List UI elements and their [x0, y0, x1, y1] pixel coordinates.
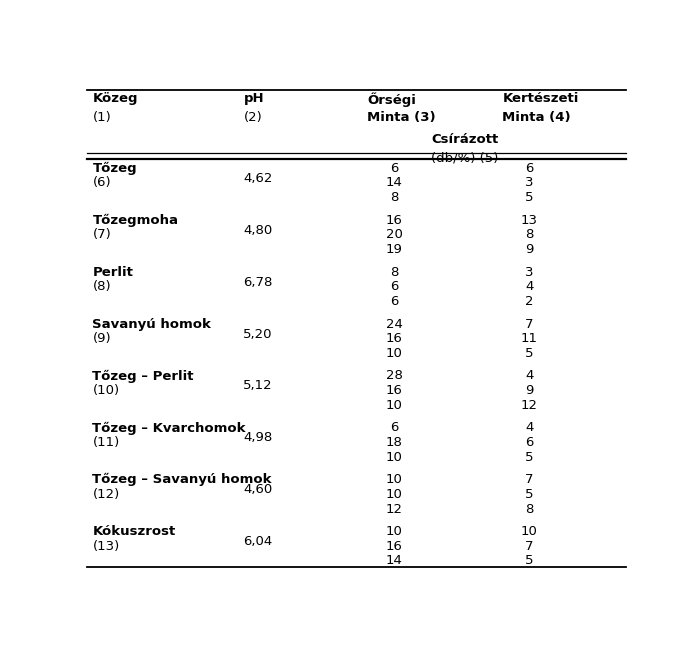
Text: 9: 9	[525, 384, 534, 397]
Text: 8: 8	[525, 502, 534, 515]
Text: 4: 4	[525, 281, 534, 293]
Text: Perlit: Perlit	[93, 266, 133, 279]
Text: 4,62: 4,62	[244, 172, 273, 184]
Text: 4: 4	[525, 370, 534, 382]
Text: (db/%) (5): (db/%) (5)	[431, 152, 498, 165]
Text: Tőzeg – Savanyú homok: Tőzeg – Savanyú homok	[93, 473, 272, 486]
Text: 5,20: 5,20	[244, 328, 273, 341]
Text: 3: 3	[525, 177, 534, 190]
Text: 6: 6	[525, 162, 534, 175]
Text: (10): (10)	[93, 384, 120, 397]
Text: 4,98: 4,98	[244, 432, 273, 444]
Text: 10: 10	[386, 451, 403, 464]
Text: Őrségi: Őrségi	[367, 92, 416, 107]
Text: 16: 16	[386, 540, 403, 553]
Text: 11: 11	[521, 332, 538, 345]
Text: 10: 10	[386, 473, 403, 486]
Text: 5: 5	[525, 488, 534, 501]
Text: 13: 13	[521, 213, 538, 227]
Text: 5,12: 5,12	[244, 379, 273, 392]
Text: 19: 19	[386, 243, 403, 256]
Text: 6: 6	[390, 281, 399, 293]
Text: 16: 16	[386, 332, 403, 345]
Text: Kókuszrost: Kókuszrost	[93, 525, 175, 538]
Text: 6,78: 6,78	[244, 275, 273, 288]
Text: 4,60: 4,60	[244, 483, 273, 496]
Text: 7: 7	[525, 473, 534, 486]
Text: 16: 16	[386, 384, 403, 397]
Text: 8: 8	[390, 266, 399, 279]
Text: 2: 2	[525, 295, 534, 308]
Text: 10: 10	[386, 488, 403, 501]
Text: (6): (6)	[93, 177, 111, 190]
Text: 14: 14	[386, 555, 403, 568]
Text: 10: 10	[521, 525, 538, 538]
Text: 5: 5	[525, 555, 534, 568]
Text: Tőzeg – Kvarchomok: Tőzeg – Kvarchomok	[93, 421, 246, 435]
Text: Minta (4): Minta (4)	[503, 111, 571, 124]
Text: 6: 6	[390, 162, 399, 175]
Text: 6: 6	[390, 295, 399, 308]
Text: 6,04: 6,04	[244, 535, 273, 548]
Text: 10: 10	[386, 525, 403, 538]
Text: 8: 8	[390, 191, 399, 204]
Text: Savanyú homok: Savanyú homok	[93, 317, 212, 331]
Text: 16: 16	[386, 213, 403, 227]
Text: 3: 3	[525, 266, 534, 279]
Text: 10: 10	[386, 347, 403, 360]
Text: 5: 5	[525, 191, 534, 204]
Text: 28: 28	[386, 370, 403, 382]
Text: 24: 24	[386, 317, 403, 331]
Text: 12: 12	[386, 502, 403, 515]
Text: (1): (1)	[93, 111, 111, 124]
Text: 8: 8	[525, 228, 534, 241]
Text: Közeg: Közeg	[93, 92, 138, 105]
Text: Tőzeg – Perlit: Tőzeg – Perlit	[93, 370, 194, 382]
Text: (7): (7)	[93, 228, 111, 241]
Text: (9): (9)	[93, 332, 111, 345]
Text: 5: 5	[525, 347, 534, 360]
Text: 10: 10	[386, 399, 403, 412]
Text: 7: 7	[525, 317, 534, 331]
Text: 7: 7	[525, 540, 534, 553]
Text: pH: pH	[244, 92, 264, 105]
Text: (8): (8)	[93, 281, 111, 293]
Text: (12): (12)	[93, 488, 120, 501]
Text: 9: 9	[525, 243, 534, 256]
Text: Csírázott: Csírázott	[431, 133, 498, 146]
Text: 18: 18	[386, 436, 403, 449]
Text: 4: 4	[525, 421, 534, 434]
Text: 12: 12	[521, 399, 538, 412]
Text: Tőzeg: Tőzeg	[93, 162, 137, 175]
Text: 20: 20	[386, 228, 403, 241]
Text: (2): (2)	[244, 111, 262, 124]
Text: Minta (3): Minta (3)	[367, 111, 436, 124]
Text: Kertészeti: Kertészeti	[503, 92, 578, 105]
Text: Tőzegmoha: Tőzegmoha	[93, 213, 178, 227]
Text: 4,80: 4,80	[244, 224, 273, 237]
Text: (13): (13)	[93, 540, 120, 553]
Text: 5: 5	[525, 451, 534, 464]
Text: 6: 6	[525, 436, 534, 449]
Text: 14: 14	[386, 177, 403, 190]
Text: (11): (11)	[93, 436, 120, 449]
Text: 6: 6	[390, 421, 399, 434]
